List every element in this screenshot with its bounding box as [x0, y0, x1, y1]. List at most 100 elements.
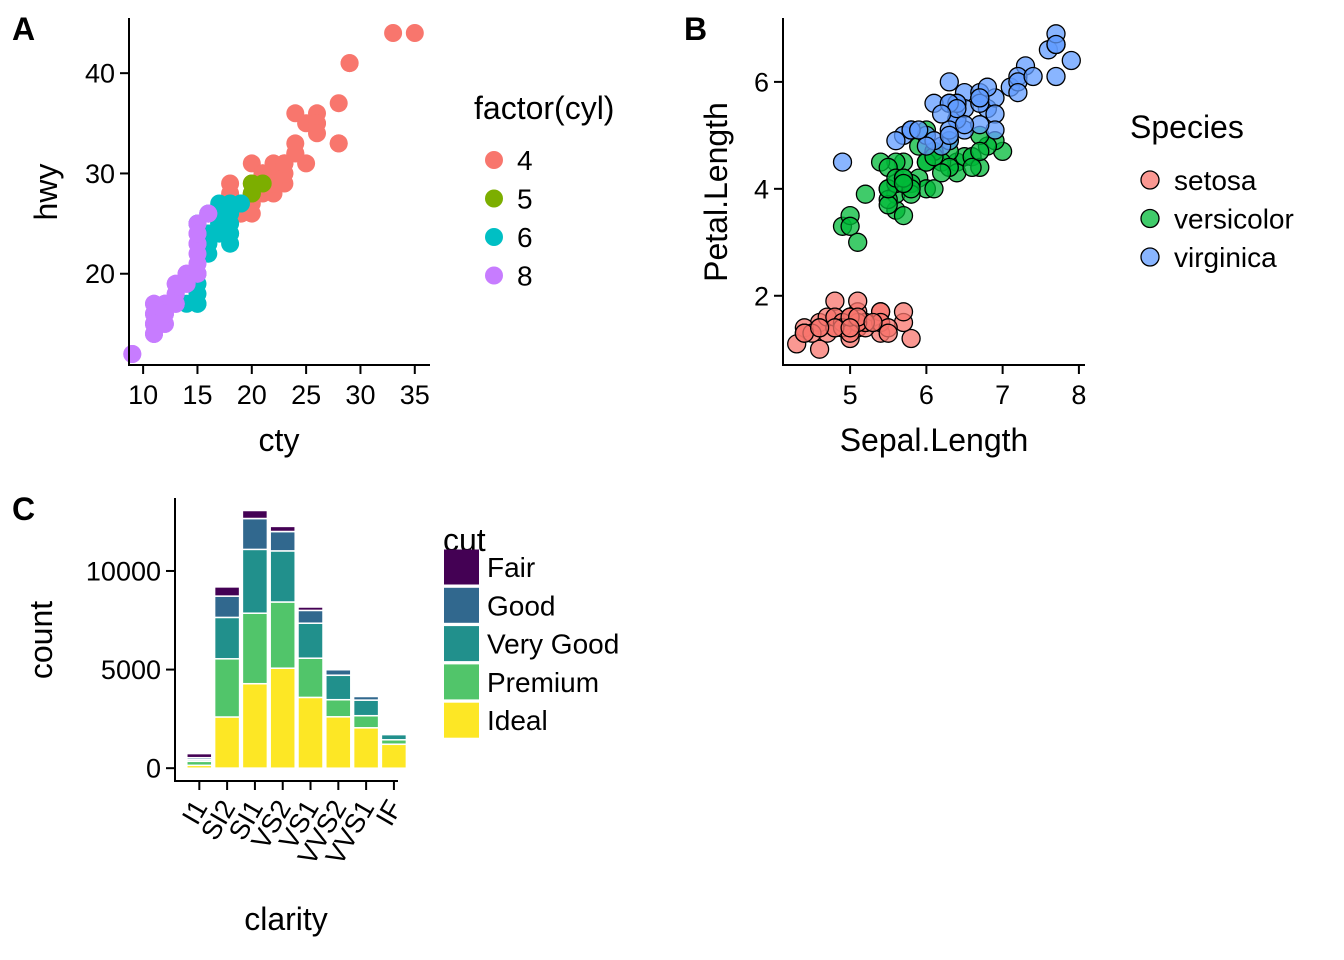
panel-c-legend-keys: Fair Good Very Good Premium Ideal — [444, 549, 619, 738]
panel-c-y-title: count — [23, 601, 59, 679]
panel-b-x-title: Sepal.Length — [840, 422, 1029, 458]
bar-segment — [241, 548, 269, 614]
bar-segment — [297, 622, 324, 659]
x-tick-label: 25 — [291, 380, 321, 410]
legend-key — [485, 189, 503, 208]
panel-a-legend-title: factor(cyl) — [474, 90, 614, 126]
bar-segment — [241, 682, 269, 769]
x-tick-label: 7 — [995, 380, 1010, 410]
legend-label: Ideal — [487, 705, 548, 736]
bar-segment — [325, 698, 352, 718]
y-tick-label: 5000 — [101, 655, 161, 685]
x-tick-label: IF — [370, 795, 408, 831]
x-tick-label: 30 — [345, 380, 375, 410]
bar-segment — [352, 714, 380, 729]
data-point — [931, 104, 952, 124]
panel-b-legend-title: Species — [1130, 109, 1244, 145]
bar-segment — [297, 606, 324, 612]
data-point — [893, 173, 914, 194]
data-point — [855, 184, 876, 204]
x-tick-label: 15 — [182, 380, 212, 410]
data-point — [939, 72, 959, 92]
data-point — [840, 216, 860, 236]
legend-label: Fair — [487, 552, 535, 583]
legend-label: Premium — [487, 667, 599, 698]
x-tick-label: 35 — [400, 380, 430, 410]
y-tick-label: 4 — [754, 174, 769, 204]
panel-b-legend-keys: setosa versicolor virginica — [1140, 165, 1294, 273]
bar-segment — [297, 609, 324, 624]
data-point — [985, 104, 1005, 124]
legend-label: versicolor — [1174, 204, 1294, 235]
y-tick-label: 30 — [85, 159, 115, 189]
data-point — [970, 141, 990, 162]
data-point — [231, 194, 250, 213]
data-point — [848, 291, 868, 311]
bar-segment — [297, 696, 324, 769]
data-point — [878, 195, 898, 215]
x-tick-label: 6 — [919, 380, 934, 410]
data-point — [832, 152, 853, 172]
data-point — [970, 88, 990, 108]
x-tick-label: 10 — [128, 380, 158, 410]
bar-segment — [352, 699, 380, 717]
y-tick-label: 6 — [754, 67, 769, 97]
data-point — [886, 131, 906, 151]
bar-segment — [241, 509, 269, 520]
data-point — [848, 232, 868, 252]
data-point — [924, 179, 944, 199]
bar-segment — [269, 530, 296, 552]
legend-key — [444, 587, 479, 623]
bar-segment — [213, 658, 241, 718]
data-point — [840, 318, 860, 338]
legend-key — [444, 664, 479, 700]
y-tick-label: 20 — [85, 259, 115, 289]
x-tick-label: 8 — [1071, 380, 1086, 410]
legend-key — [444, 702, 479, 738]
panel-a-legend: factor(cyl) 4 5 6 8 — [474, 90, 614, 292]
bar-segment — [213, 586, 241, 597]
x-tick-label: 5 — [843, 380, 858, 410]
bar-segment — [269, 601, 296, 669]
data-point — [1061, 50, 1081, 71]
data-point — [901, 328, 921, 349]
legend-label: Very Good — [487, 629, 619, 660]
bar-segment — [213, 595, 241, 619]
data-point — [962, 157, 982, 178]
legend-label: 4 — [517, 145, 533, 176]
y-tick-label: 0 — [146, 754, 161, 784]
data-point — [893, 302, 914, 322]
legend-key — [444, 626, 479, 662]
bar-segment — [213, 716, 241, 769]
panel-b-y-title: Petal.Length — [698, 102, 734, 282]
panel-b-y-ticks: 2 4 6 — [754, 67, 783, 311]
data-point — [954, 115, 975, 135]
data-point — [340, 54, 359, 73]
legend-key — [444, 549, 479, 585]
y-tick-label: 2 — [754, 281, 769, 311]
data-point — [893, 205, 914, 226]
bar-segment — [352, 727, 380, 769]
panel-a-y-ticks: 20 30 40 — [85, 59, 129, 289]
bar-segment — [269, 550, 296, 603]
data-point — [1023, 66, 1043, 87]
panel-a-legend-keys: 4 5 6 8 — [485, 145, 533, 292]
bar-segment — [186, 752, 213, 759]
bar-segment — [325, 674, 352, 701]
legend-label: 8 — [517, 261, 533, 292]
data-point — [878, 323, 898, 343]
panel-b-tag: B — [684, 11, 707, 47]
panel-b-points — [787, 24, 1081, 359]
panel-a-tag: A — [12, 11, 35, 47]
bar-segment — [297, 657, 324, 699]
legend-key — [1140, 247, 1160, 267]
data-point — [329, 94, 348, 113]
data-point — [931, 163, 952, 183]
data-point — [1046, 66, 1066, 87]
data-point — [199, 204, 218, 223]
data-point — [863, 312, 883, 333]
bar-segment — [325, 716, 352, 769]
